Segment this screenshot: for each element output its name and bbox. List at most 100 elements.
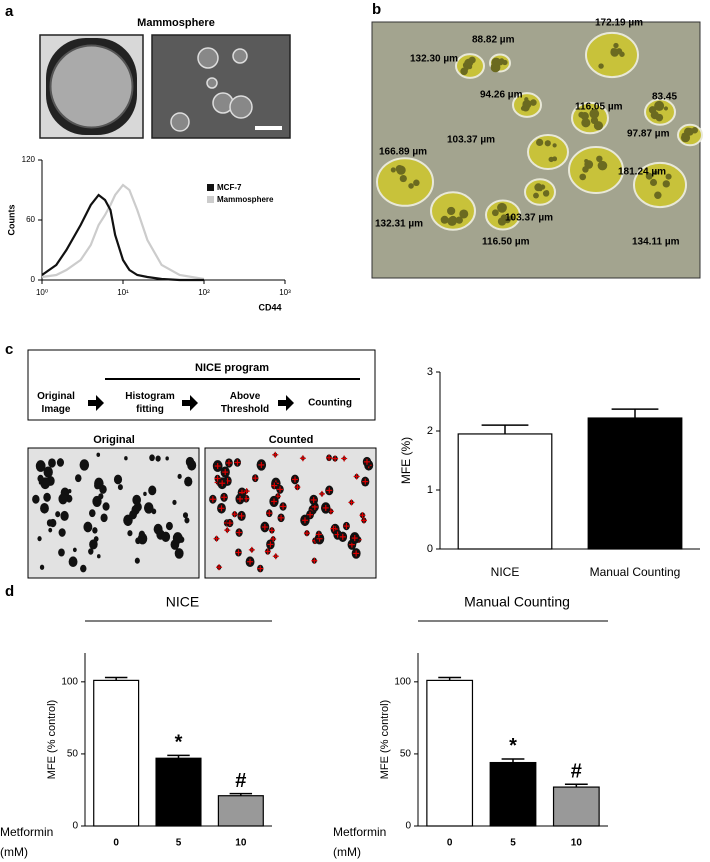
colony bbox=[184, 476, 193, 487]
x-tick-label: 10 bbox=[235, 838, 247, 849]
cell bbox=[542, 190, 550, 197]
y-axis-title: MFE (%) bbox=[399, 437, 413, 484]
cell bbox=[468, 56, 476, 64]
measurement: 132.30 µm bbox=[410, 54, 458, 65]
colony bbox=[89, 509, 96, 518]
colony bbox=[99, 484, 107, 494]
colony bbox=[75, 474, 82, 483]
histogram-line bbox=[41, 193, 204, 282]
arrow bbox=[88, 395, 104, 411]
colony bbox=[39, 564, 45, 570]
panel-label: c bbox=[5, 341, 13, 358]
cell bbox=[497, 202, 507, 213]
step-label: Above bbox=[230, 391, 261, 402]
colony bbox=[100, 513, 108, 523]
colony bbox=[165, 456, 169, 461]
cell bbox=[552, 143, 557, 148]
sphere bbox=[229, 95, 253, 119]
cell bbox=[581, 118, 591, 128]
sphere bbox=[170, 112, 190, 132]
colony bbox=[154, 526, 159, 531]
colony bbox=[172, 532, 183, 544]
well-inner bbox=[49, 44, 134, 129]
step-label: Image bbox=[42, 404, 71, 415]
panel-title: Mammosphere bbox=[137, 17, 215, 29]
count-image bbox=[204, 447, 377, 579]
y-tick-label: 1 bbox=[427, 484, 433, 496]
y-tick-label: 120 bbox=[22, 155, 36, 164]
legend-swatch bbox=[207, 196, 214, 203]
colony bbox=[43, 466, 53, 478]
panel-label: a bbox=[5, 3, 14, 20]
y-tick-label: 100 bbox=[61, 676, 78, 687]
colony bbox=[96, 554, 101, 559]
scale-bar bbox=[255, 126, 282, 130]
cell bbox=[645, 172, 653, 180]
colony bbox=[37, 536, 42, 542]
cell bbox=[590, 116, 599, 125]
arrow bbox=[182, 395, 198, 411]
colony bbox=[94, 481, 101, 490]
x-axis-title: Metformin bbox=[0, 825, 53, 839]
panel-label: d bbox=[5, 583, 14, 600]
bar bbox=[426, 679, 474, 827]
y-tick-label: 0 bbox=[405, 821, 411, 832]
significance: * bbox=[509, 735, 517, 757]
colony bbox=[174, 548, 184, 559]
y-tick-label: 2 bbox=[427, 425, 433, 437]
cell bbox=[654, 191, 662, 199]
cell bbox=[534, 183, 543, 192]
cell bbox=[413, 179, 420, 187]
step-label: Threshold bbox=[221, 404, 269, 415]
measurement: 94.26 µm bbox=[480, 90, 523, 101]
program-title: NICE program bbox=[195, 362, 269, 374]
cell bbox=[520, 106, 526, 111]
measurement: 103.37 µm bbox=[447, 135, 495, 146]
colony bbox=[88, 548, 94, 555]
colony bbox=[43, 492, 51, 502]
colony bbox=[148, 485, 157, 496]
cell bbox=[655, 101, 664, 111]
histogram-line bbox=[41, 183, 205, 281]
cell bbox=[530, 99, 537, 106]
cell bbox=[455, 216, 463, 224]
image-label: Counted bbox=[269, 434, 314, 446]
chart-title: NICE bbox=[166, 594, 199, 610]
cell bbox=[463, 65, 469, 71]
colony bbox=[92, 527, 98, 534]
measurement: 97.87 µm bbox=[627, 129, 670, 140]
cell bbox=[613, 42, 619, 49]
colony bbox=[184, 517, 190, 524]
colony bbox=[182, 512, 189, 519]
colony bbox=[60, 510, 69, 521]
sphere bbox=[568, 146, 624, 194]
measurement: 181.24 µm bbox=[618, 167, 666, 178]
cell bbox=[390, 167, 396, 173]
cell bbox=[536, 138, 544, 147]
colony bbox=[143, 502, 154, 514]
legend-swatch bbox=[207, 184, 214, 191]
step-label: fitting bbox=[136, 404, 164, 415]
colony bbox=[48, 458, 56, 468]
sphere bbox=[376, 157, 434, 207]
cell bbox=[533, 192, 539, 199]
bar bbox=[587, 417, 683, 550]
measurement: 116.50 µm bbox=[482, 237, 530, 248]
measurement: 83.45 bbox=[652, 92, 677, 103]
bar bbox=[155, 757, 202, 827]
cell bbox=[582, 166, 589, 173]
bar bbox=[489, 761, 537, 827]
cell bbox=[597, 160, 608, 171]
panel-label: b bbox=[372, 1, 381, 18]
y-tick-label: 3 bbox=[427, 366, 433, 378]
colony bbox=[134, 557, 140, 564]
colony bbox=[149, 454, 155, 462]
colony bbox=[40, 502, 49, 514]
y-tick-label: 60 bbox=[26, 215, 35, 224]
colony bbox=[79, 459, 90, 471]
colony bbox=[127, 530, 133, 537]
cell bbox=[596, 155, 603, 163]
colony bbox=[129, 510, 137, 520]
legend-label: Mammosphere bbox=[217, 195, 274, 204]
cell bbox=[399, 174, 407, 183]
